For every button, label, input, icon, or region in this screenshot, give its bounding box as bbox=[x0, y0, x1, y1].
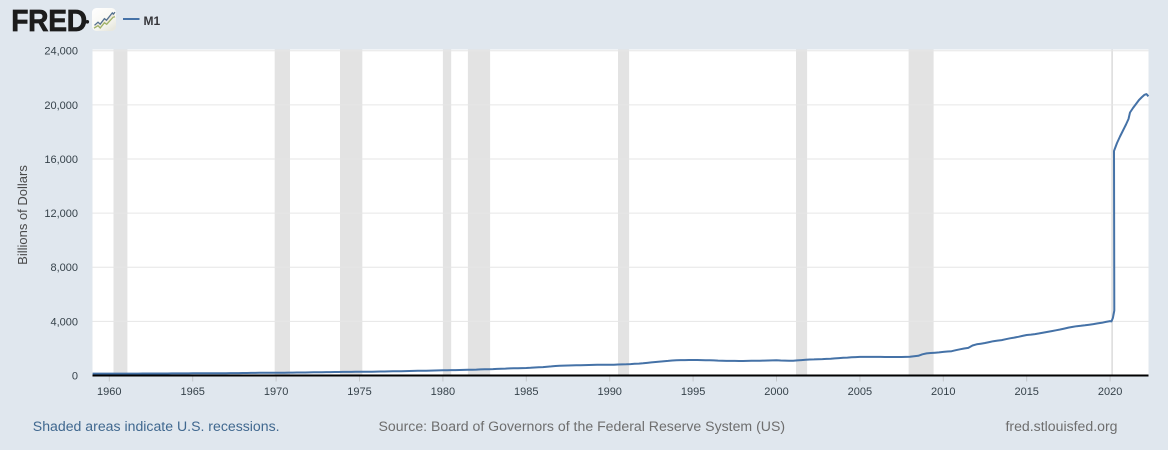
svg-text:1995: 1995 bbox=[681, 386, 705, 398]
svg-text:0: 0 bbox=[72, 370, 78, 382]
svg-text:1985: 1985 bbox=[514, 386, 538, 398]
svg-text:16,000: 16,000 bbox=[44, 154, 78, 166]
svg-text:20,000: 20,000 bbox=[44, 100, 78, 112]
svg-text:2020: 2020 bbox=[1098, 386, 1122, 398]
svg-text:24,000: 24,000 bbox=[44, 46, 78, 58]
svg-text:FRED: FRED bbox=[11, 4, 87, 39]
svg-text:1965: 1965 bbox=[180, 386, 204, 398]
svg-text:1960: 1960 bbox=[97, 386, 121, 398]
svg-text:2010: 2010 bbox=[931, 386, 955, 398]
svg-text:2005: 2005 bbox=[848, 386, 872, 398]
svg-text:1970: 1970 bbox=[264, 386, 288, 398]
svg-text:8,000: 8,000 bbox=[50, 262, 78, 274]
svg-text:Billions of Dollars: Billions of Dollars bbox=[15, 165, 30, 265]
svg-text:Source: Board of Governors of: Source: Board of Governors of the Federa… bbox=[379, 418, 786, 434]
svg-text:1975: 1975 bbox=[347, 386, 371, 398]
svg-text:2015: 2015 bbox=[1014, 386, 1038, 398]
svg-text:4,000: 4,000 bbox=[50, 316, 78, 328]
svg-text:2000: 2000 bbox=[764, 386, 788, 398]
svg-text:fred.stlouisfed.org: fred.stlouisfed.org bbox=[1005, 418, 1117, 434]
svg-text:1980: 1980 bbox=[431, 386, 455, 398]
svg-text:12,000: 12,000 bbox=[44, 208, 78, 220]
svg-text:M1: M1 bbox=[144, 14, 161, 28]
svg-text:1990: 1990 bbox=[597, 386, 621, 398]
svg-text:Shaded areas indicate U.S. rec: Shaded areas indicate U.S. recessions. bbox=[33, 418, 280, 434]
